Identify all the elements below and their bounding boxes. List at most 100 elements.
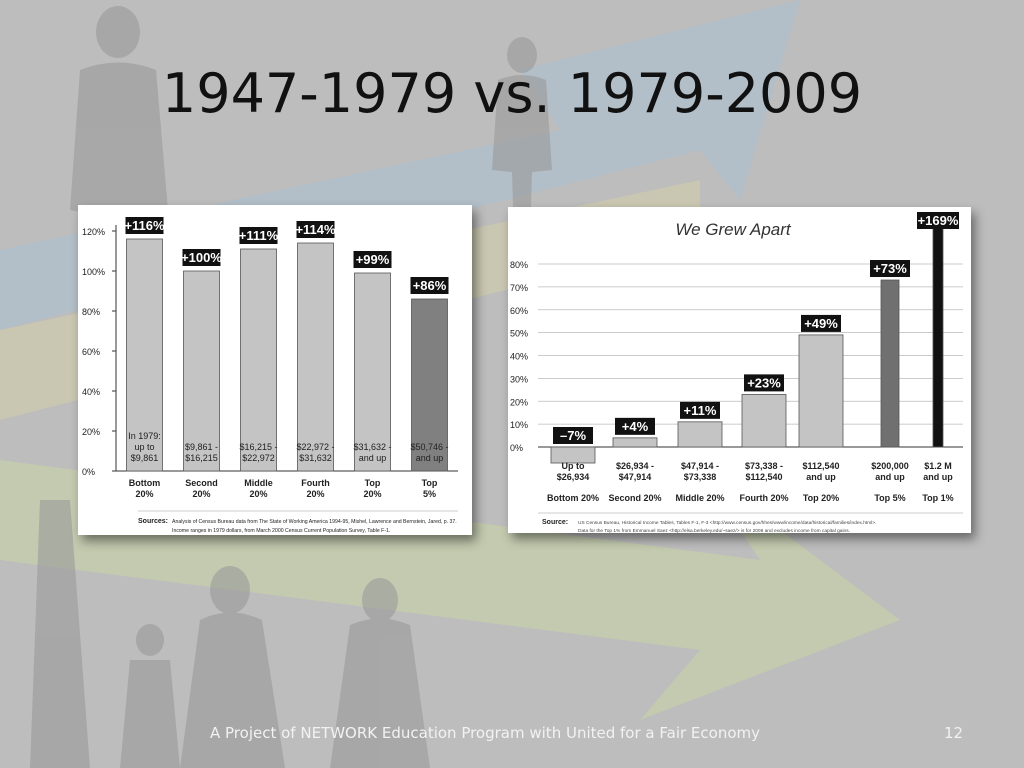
category-label: Middle	[244, 478, 273, 488]
background-silhouettes	[30, 6, 552, 768]
bar-value-label-box	[296, 221, 335, 238]
slide-number: 12	[944, 724, 964, 742]
bar-value-label-box	[182, 249, 221, 266]
bar	[741, 393, 787, 448]
source-label: Source:	[542, 519, 568, 526]
bar-value-label-box	[553, 427, 593, 444]
category-label: Top 1%	[922, 493, 953, 503]
bar-value-label-box	[680, 401, 720, 419]
chart-title: We Grew Apart	[675, 220, 792, 239]
bar	[240, 248, 277, 472]
bar-value-label: +4%	[615, 417, 655, 435]
bar-value-label: +116%	[124, 217, 165, 234]
bar	[798, 334, 844, 448]
slide-footer: A Project of NETWORK Education Program w…	[210, 724, 760, 742]
bar-value-label: +111%	[239, 227, 279, 244]
bar-value-label-text: +86%	[413, 278, 447, 293]
income-range-label: $47,914 -	[681, 461, 719, 471]
income-range-label: $16,215 -	[239, 442, 277, 452]
bar-value-label: +99%	[353, 251, 392, 268]
chart-panel-1979-2009: We Grew Apart 0% 10% 20% 30% 40% 50% 60% 70% 80% –…	[508, 207, 971, 533]
category-label: Top	[422, 478, 438, 488]
income-range-label: and up	[923, 472, 953, 482]
bar-value-label-text: +49%	[804, 316, 838, 331]
income-range-label: $31,632 -	[353, 442, 391, 452]
bar	[126, 238, 163, 472]
income-range-label: $16,215	[185, 453, 218, 463]
category-label: Bottom 20%	[547, 493, 599, 503]
bar-value-label-text: +116%	[124, 218, 165, 233]
bar-value-label-box	[239, 227, 278, 244]
category-label: 20%	[306, 489, 324, 499]
bar-value-label: +73%	[870, 260, 910, 278]
bar-value-label-text: +11%	[684, 403, 717, 418]
bar	[932, 212, 944, 448]
bar-value-label-box	[353, 251, 392, 268]
income-range-label: $9,861	[131, 453, 159, 463]
bar-value-label-text: +4%	[622, 419, 649, 434]
income-range-label: In 1979:	[128, 431, 161, 441]
y-tick-label: 60%	[82, 347, 100, 357]
bar-value-label-box	[801, 314, 841, 332]
bar	[677, 421, 723, 448]
category-label: Second 20%	[608, 493, 661, 503]
bar	[612, 437, 658, 448]
category-label: 20%	[135, 489, 153, 499]
y-tick-label: 0%	[510, 443, 523, 453]
bar-value-label-text: +99%	[356, 252, 390, 267]
y-tick-label: 100%	[82, 267, 105, 277]
bar-value-label-text: +73%	[873, 261, 907, 276]
bar	[183, 270, 220, 472]
category-label: Middle 20%	[675, 493, 724, 503]
income-range-label: $112,540	[802, 461, 839, 471]
bar-chart-1979-2009: We Grew Apart 0% 10% 20% 30% 40% 50% 60% 70% 80% –…	[510, 212, 963, 533]
bar-value-label: +100%	[181, 249, 222, 266]
bar-value-label-box	[125, 217, 164, 234]
bar-value-label-text: +100%	[181, 250, 222, 265]
income-range-label: $47,914	[619, 472, 652, 482]
y-tick-label: 40%	[82, 387, 100, 397]
bar	[411, 298, 448, 472]
income-range-label: $9,861 -	[185, 442, 218, 452]
y-tick-label: 120%	[82, 227, 105, 237]
category-label: 20%	[363, 489, 381, 499]
y-tick-label: 20%	[82, 427, 100, 437]
bar-value-label: +49%	[801, 314, 841, 332]
bar-value-label: +11%	[680, 401, 720, 419]
source-text: Analysis of Census Bureau data from The …	[172, 519, 457, 525]
category-label: Bottom	[129, 478, 161, 488]
income-range-label: $26,934 -	[616, 461, 654, 471]
y-tick-label: 40%	[510, 352, 528, 362]
bar-value-label-box	[615, 417, 655, 435]
income-range-label: up to	[134, 442, 154, 452]
bar-value-label: +23%	[744, 374, 784, 392]
income-range-label: $50,746 -	[410, 442, 448, 452]
source-text: Data for the Top 1% from Emmanuel Saez <…	[578, 528, 850, 533]
income-range-label: $22,972 -	[296, 442, 334, 452]
y-tick-label: 20%	[510, 397, 528, 407]
income-range-label: Up to	[562, 461, 585, 471]
y-tick-label: 50%	[510, 329, 528, 339]
bar-chart-1947-1979: 0% 20% 40% 60% 80% 100% 120% +116% In 1979:up to…	[82, 217, 458, 534]
bar-value-label-box	[744, 374, 784, 392]
y-tick-label: 60%	[510, 306, 528, 316]
bar-value-label: +169%	[917, 212, 959, 229]
category-label: Top 5%	[874, 493, 905, 503]
bar-value-label-text: +23%	[747, 375, 781, 390]
source-text: US Census Bureau, Historical Income Tabl…	[578, 520, 876, 526]
y-tick-label: 30%	[510, 374, 528, 384]
y-tick-label: 80%	[510, 260, 528, 270]
bar-value-label-text: +114%	[295, 222, 336, 237]
income-range-label: $112,540	[745, 472, 782, 482]
income-range-label: and up	[875, 472, 905, 482]
category-label: Top 20%	[803, 493, 839, 503]
category-label: 20%	[249, 489, 267, 499]
slide-title: 1947-1979 vs. 1979-2009	[161, 62, 863, 125]
bar-value-label: –7%	[553, 427, 593, 444]
y-tick-label: 0%	[82, 467, 95, 477]
bar-value-label-text: +111%	[239, 228, 279, 243]
bar-value-label: +86%	[410, 277, 449, 294]
category-label: 20%	[192, 489, 210, 499]
category-label: Fourth 20%	[739, 493, 788, 503]
bar-value-label: +114%	[295, 221, 336, 238]
